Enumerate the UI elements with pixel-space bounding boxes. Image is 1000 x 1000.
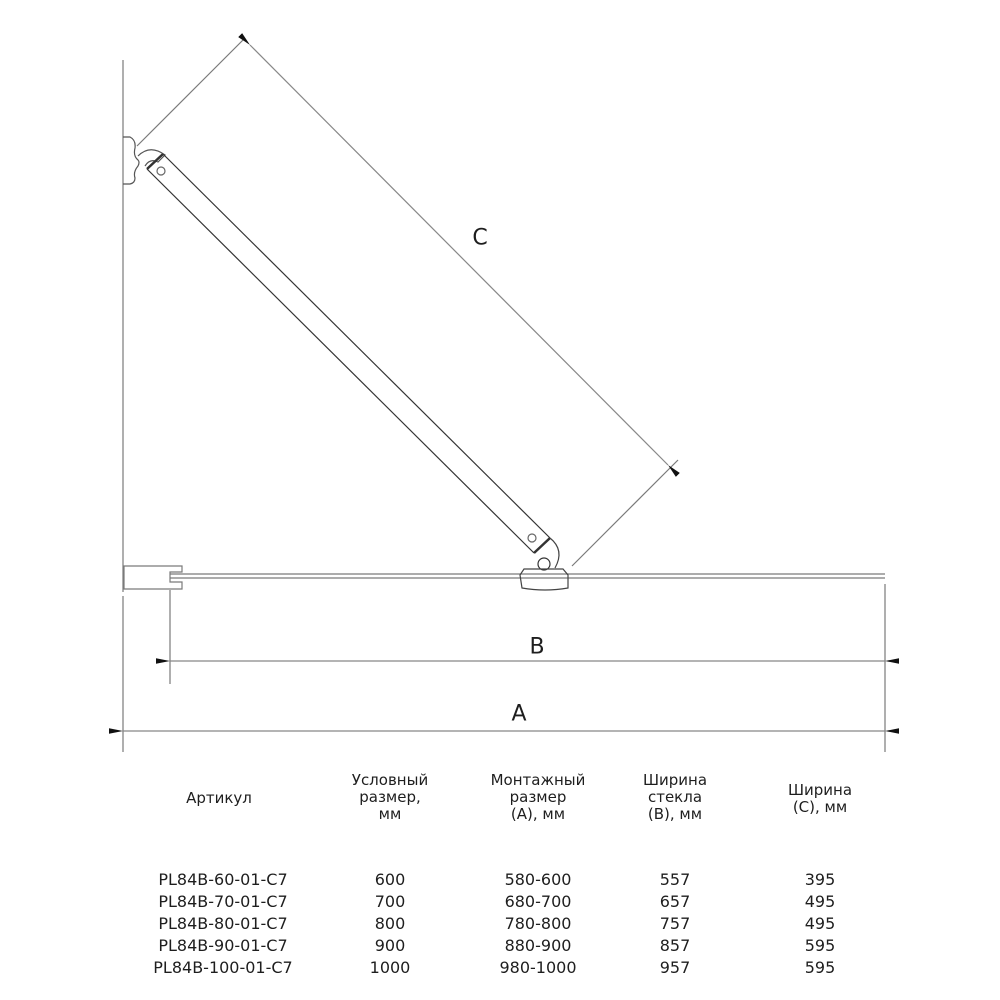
arm-end-cap-top [146,153,164,170]
cell-glass-width: 957 [659,958,691,977]
cell-article: PL84B-90-01-C7 [158,936,288,955]
dimension-label-a: A [511,701,527,727]
c-extension-top [136,37,246,147]
cell-mounting-size: 980-1000 [499,958,577,977]
cell-nominal-size: 900 [374,936,406,955]
header-nominal-size: Условный размер, мм [351,771,429,823]
dimension-label-b: B [529,634,545,660]
arm-pivot [137,149,166,167]
wall-profile [123,565,183,590]
cell-width-c: 495 [804,914,836,933]
screw-icon [527,533,537,543]
screw-icon [156,166,166,176]
cell-article: PL84B-100-01-C7 [153,958,293,977]
cell-mounting-size: 680-700 [504,892,572,911]
hinge-screw-icon [537,557,551,571]
cell-nominal-size: 600 [374,870,406,889]
wall-bracket [123,136,140,185]
header-mounting-size: Монтажный размер (А), мм [490,771,586,823]
cell-nominal-size: 700 [374,892,406,911]
cell-width-c: 595 [804,936,836,955]
cell-glass-width: 557 [659,870,691,889]
cell-mounting-size: 580-600 [504,870,572,889]
cell-nominal-size: 1000 [369,958,411,977]
arm-hinge-curve [549,537,560,569]
dimension-label-c: C [472,225,488,251]
cell-glass-width: 657 [659,892,691,911]
glass-hinge-bracket [519,568,569,591]
header-glass-width: Ширина стекла (В), мм [642,771,708,823]
cell-article: PL84B-60-01-C7 [158,870,288,889]
arm-edge-top [162,153,551,539]
cell-mounting-size: 880-900 [504,936,572,955]
c-dimension-line [238,33,680,477]
header-width-c: Ширина (С), мм [787,781,853,816]
cell-width-c: 495 [804,892,836,911]
cell-width-c: 595 [804,958,836,977]
cell-nominal-size: 800 [374,914,406,933]
cell-article: PL84B-70-01-C7 [158,892,288,911]
cell-article: PL84B-80-01-C7 [158,914,288,933]
cell-glass-width: 757 [659,914,691,933]
cell-mounting-size: 780-800 [504,914,572,933]
c-extension-bottom [571,459,679,567]
cell-width-c: 395 [804,870,836,889]
cell-glass-width: 857 [659,936,691,955]
arm-end-cap-bottom [533,537,551,554]
header-article: Артикул [186,789,252,807]
